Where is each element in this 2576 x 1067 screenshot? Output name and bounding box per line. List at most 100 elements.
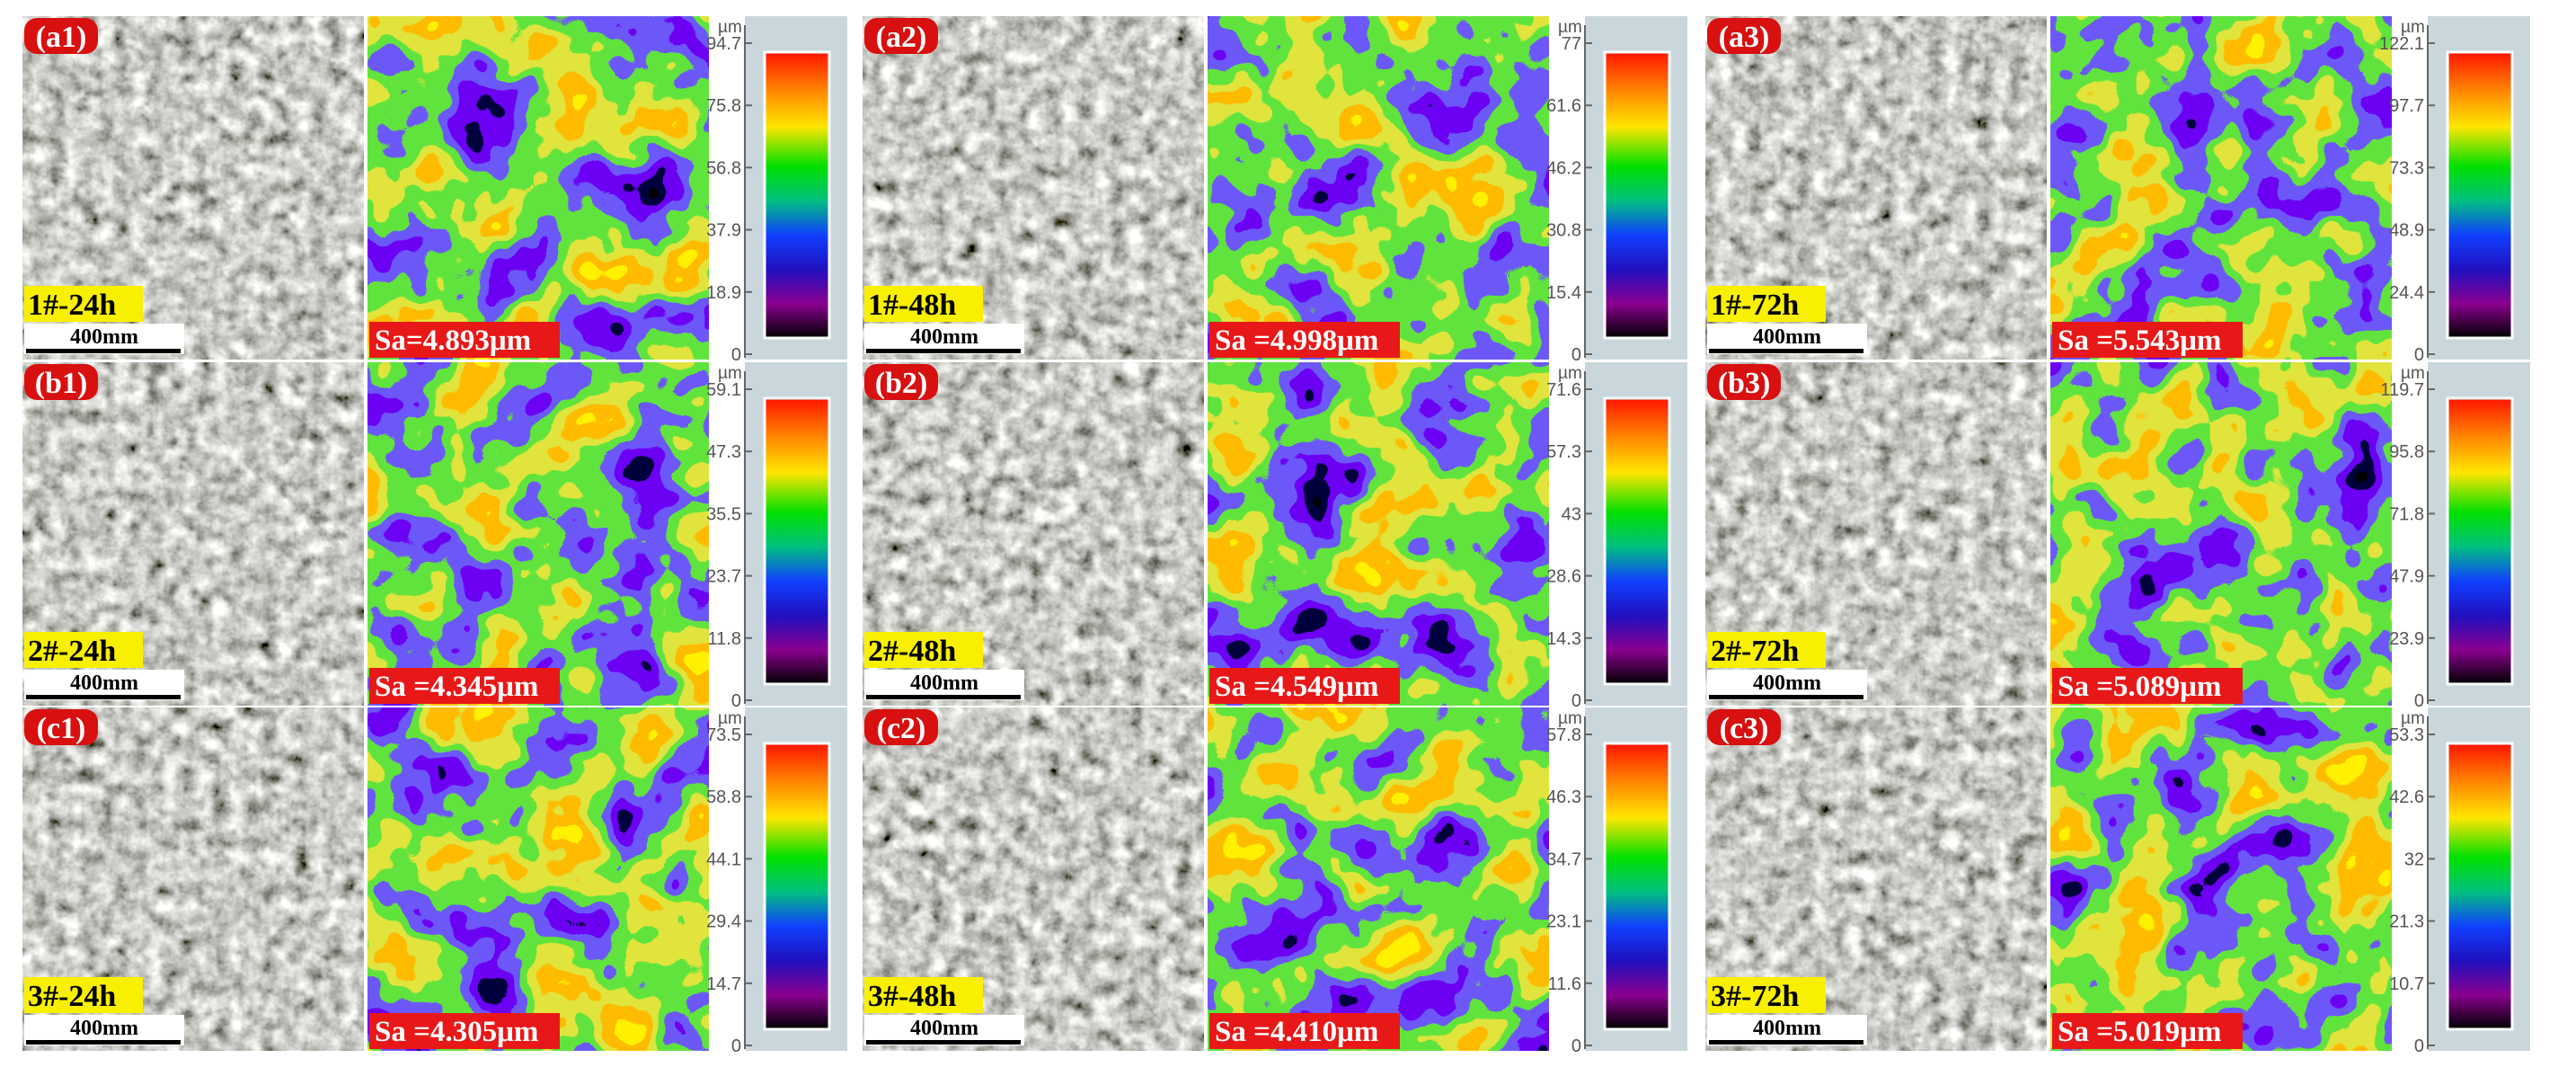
height-map-texture [1208,362,1549,706]
colorbar-tick-label: 119.7 [2380,380,2424,400]
condition-label-bg [24,632,143,668]
colorbar [1603,742,1671,1031]
panel-label: (c1) [37,712,86,745]
colorbar-tick-label: 48.9 [2389,221,2424,241]
colorbar-tick-label: 73.3 [2389,158,2424,178]
panel-label: (a2) [876,21,927,54]
colorbar-tick-label: 10.7 [2389,974,2424,994]
condition-label: 1#-48h [868,289,956,322]
colorbar-tick-label: 23.7 [706,567,741,587]
panel-label: (c2) [877,712,926,745]
colorbar-axis-bg [711,16,745,360]
scale-bar-label: 400mm [910,325,978,349]
panel-label-bg [1707,364,1781,400]
colorbar-tick-label: 34.7 [1546,849,1581,869]
height-map-texture [367,362,709,706]
scale-bar-label: 400mm [70,671,138,695]
scale-bar [1709,1040,1863,1045]
sa-value: Sa =5.019μm [2058,1016,2221,1048]
colorbar-unit: µm [2401,364,2425,383]
colorbar-axis-bg [2394,362,2428,706]
colorbar-tick-label: 61.6 [1546,96,1581,116]
colorbar-tick-label: 47.3 [706,442,741,462]
colorbar-tick-label: 0 [731,691,741,711]
colorbar-tick-label: 58.8 [706,787,741,807]
scale-bar-label: 400mm [70,1017,138,1040]
sa-label-bg [369,1013,560,1049]
sa-label-bg [1209,322,1400,358]
colorbar-axis-bg [2394,707,2428,1051]
sa-label-bg [369,322,560,358]
colorbar-tick-label: 0 [2414,1036,2424,1056]
panel-label-bg [24,18,98,54]
scale-bar-label: 400mm [910,671,978,695]
colorbar-tick-label: 0 [731,345,741,365]
colorbar-tick-label: 15.4 [1546,283,1581,303]
colorbar-tick-label: 0 [731,1036,741,1056]
colorbar [763,396,831,686]
colorbar-tick-label: 46.2 [1546,158,1581,178]
scale-bar [26,1040,181,1045]
panel-label: (a1) [36,21,87,54]
colorbar-tick-label: 23.9 [2389,629,2424,649]
condition-label: 2#-72h [1711,635,1799,668]
scale-bar [866,695,1021,699]
panel-label-bg [1707,709,1781,745]
height-map-texture [2050,362,2392,706]
colorbar-tick-label: 59.1 [706,380,741,400]
sa-value: Sa =4.410μm [1215,1016,1378,1048]
colorbar-tick-label: 77 [1562,34,1581,54]
height-map-texture [2050,16,2392,360]
height-map-texture [2050,707,2392,1051]
colorbar [1603,396,1671,686]
condition-label: 1#-24h [28,289,116,322]
colorbar-tick-label: 71.6 [1546,380,1581,400]
panel-label: (b3) [1718,367,1771,400]
sa-value: Sa=4.893μm [375,325,531,357]
panel-label: (c3) [1720,712,1769,745]
colorbar [763,742,831,1031]
sa-label-bg [2052,322,2243,358]
panel-label: (b2) [875,367,928,400]
colorbar-tick-label: 0 [2414,691,2424,711]
colorbar-unit: µm [1558,18,1582,37]
condition-label-bg [24,977,143,1013]
colorbar-tick-label: 97.7 [2389,96,2424,116]
colorbar-axis-bg [1551,16,1585,360]
colorbar-tick-label: 0 [1571,691,1581,711]
colorbar [2446,50,2514,340]
colorbar-tick-label: 24.4 [2389,283,2424,303]
colorbar [2446,396,2514,686]
colorbar-unit: µm [2401,18,2425,37]
colorbar-tick-label: 21.3 [2389,912,2424,932]
sa-value: Sa =4.998μm [1215,325,1378,357]
colorbar-tick-label: 95.8 [2389,442,2424,462]
colorbar-tick-label: 44.1 [706,849,741,869]
colorbar-tick-label: 75.8 [706,96,741,116]
colorbar-tick-label: 46.3 [1546,787,1581,807]
sa-value: Sa =4.305μm [375,1016,538,1048]
sa-label-bg [2052,668,2243,704]
colorbar-tick-label: 32 [2404,849,2424,869]
colorbar-tick-label: 73.5 [706,725,741,745]
colorbar-axis-bg [711,362,745,706]
colorbar-tick-label: 28.6 [1546,567,1581,587]
colorbar-tick-label: 30.8 [1546,221,1581,241]
colorbar-axis-bg [2394,16,2428,360]
condition-label: 3#-48h [868,980,956,1013]
colorbar-tick-label: 57.8 [1546,725,1581,745]
colorbar-tick-label: 122.1 [2379,34,2424,54]
colorbar [2446,742,2514,1031]
colorbar-tick-label: 94.7 [706,34,741,54]
scale-bar [866,1040,1021,1045]
scale-bar-label: 400mm [1753,325,1821,349]
height-map-texture [367,16,709,360]
condition-label-bg [1707,286,1826,322]
